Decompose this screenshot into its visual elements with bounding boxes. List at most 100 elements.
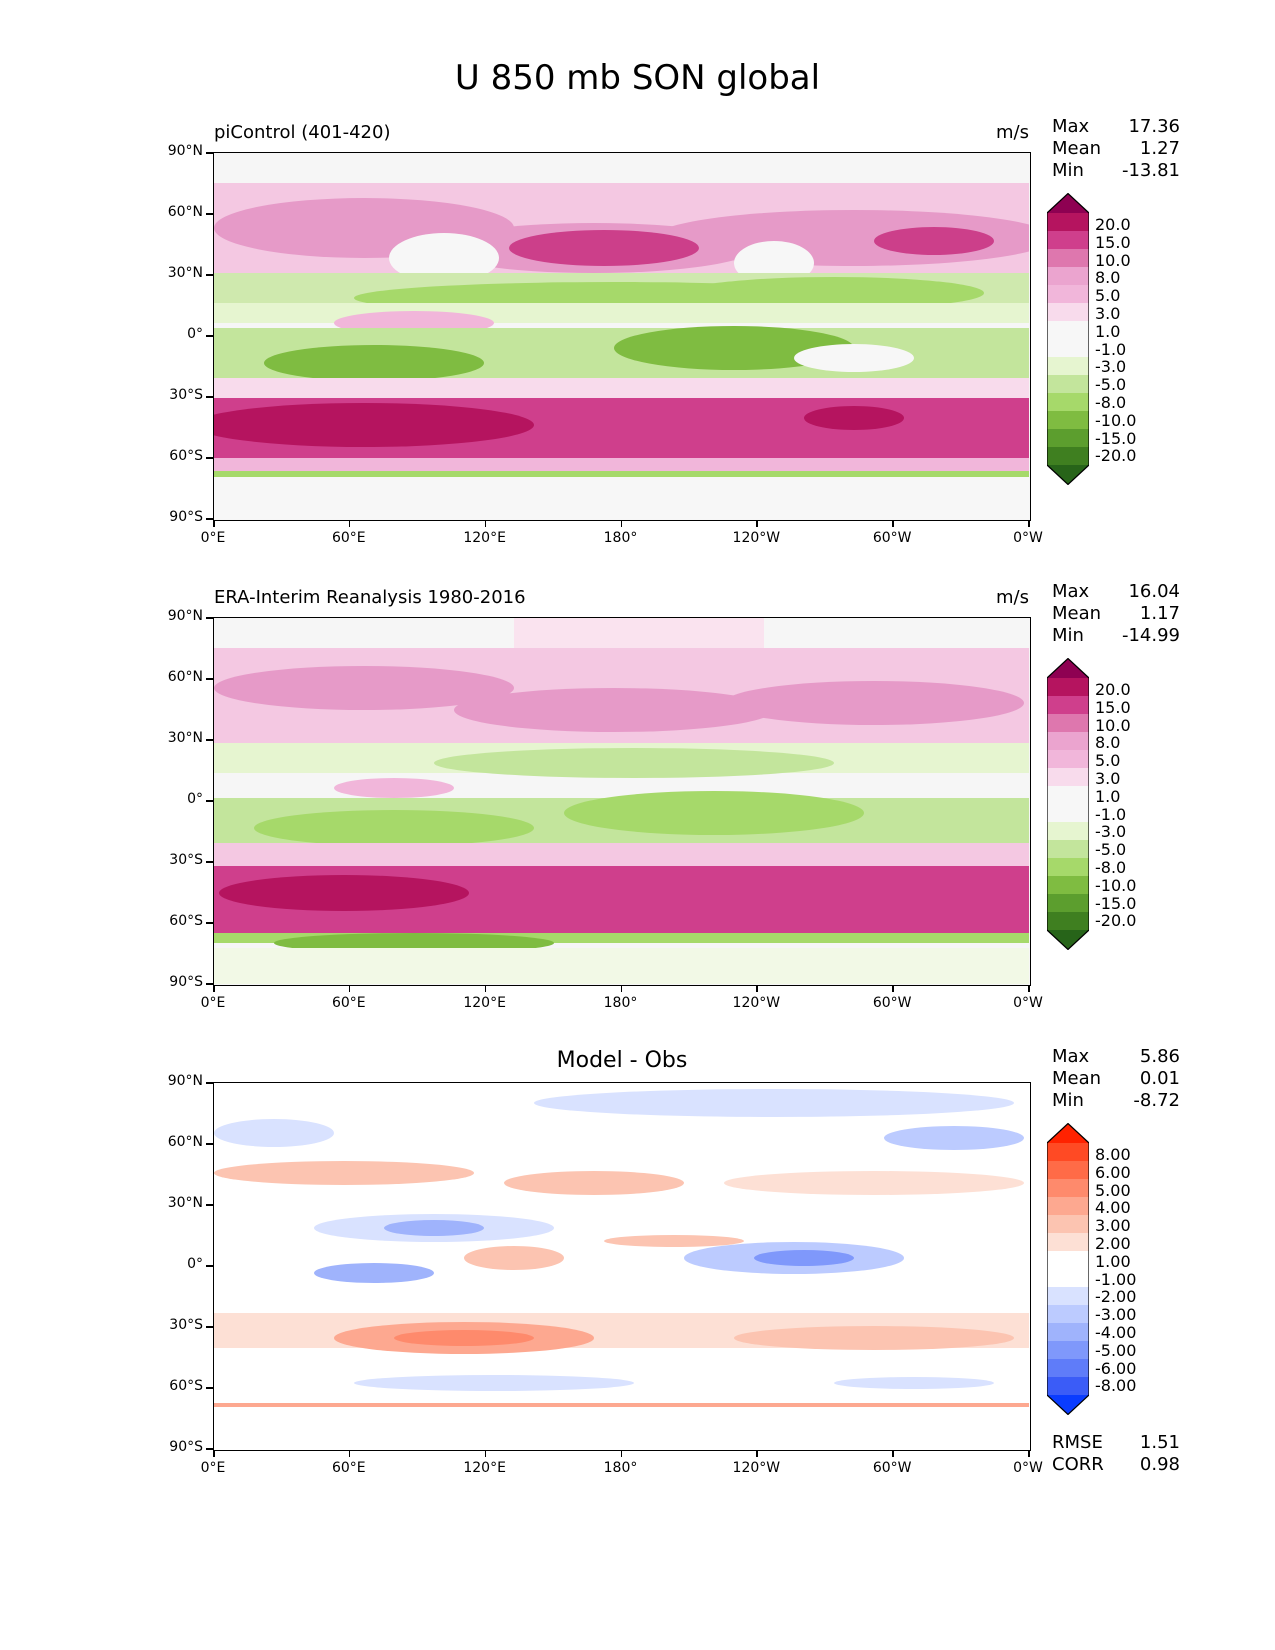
max-label: Max bbox=[1052, 581, 1090, 602]
colorbar-segment bbox=[1047, 658, 1089, 678]
cbar-label: -1.0 bbox=[1095, 804, 1127, 824]
colorbar-segment bbox=[1047, 750, 1089, 769]
lon-tick-mark bbox=[348, 1450, 351, 1457]
lat-tick-mark bbox=[206, 457, 213, 459]
colorbar-segment bbox=[1047, 249, 1089, 268]
colorbar-segment bbox=[1047, 804, 1089, 823]
cbar-label: -5.0 bbox=[1095, 375, 1127, 395]
lon-tick-mark bbox=[620, 1450, 622, 1457]
max-label: Max bbox=[1052, 116, 1090, 137]
lat-tick-label: 30°S bbox=[169, 387, 203, 403]
lon-tick-label: 180° bbox=[603, 1460, 638, 1476]
cbar-label: 10.0 bbox=[1095, 250, 1131, 270]
colorbar-segment bbox=[1047, 447, 1089, 466]
cbar-label: -8.0 bbox=[1095, 392, 1127, 412]
colorbar-segment bbox=[1047, 1341, 1089, 1360]
colorbar-segment bbox=[1047, 1269, 1089, 1288]
cbar-label: -3.0 bbox=[1095, 357, 1127, 377]
cbar-label: 2.00 bbox=[1095, 1233, 1131, 1253]
min-label: Min bbox=[1052, 160, 1084, 181]
colorbar-segment bbox=[1047, 231, 1089, 250]
rmse-value: 1.51 bbox=[1139, 1432, 1180, 1453]
lat-tick-mark bbox=[206, 617, 213, 619]
cbar-label: 5.0 bbox=[1095, 286, 1121, 306]
panel1-field bbox=[214, 153, 1029, 519]
mean-label: Mean bbox=[1052, 603, 1102, 624]
lat-tick-label: 60°N bbox=[167, 1134, 203, 1150]
colorbar-segment bbox=[1047, 714, 1089, 733]
lon-tick-label: 0°W bbox=[1013, 530, 1043, 546]
colorbar-segment bbox=[1047, 1377, 1089, 1396]
colorbar-segment bbox=[1047, 1233, 1089, 1252]
cbar-label: 20.0 bbox=[1095, 215, 1131, 234]
colorbar-segment bbox=[1047, 267, 1089, 286]
lon-tick-mark bbox=[620, 985, 622, 992]
cbar-label: 3.0 bbox=[1095, 768, 1121, 788]
colorbar-segment bbox=[1047, 840, 1089, 859]
lat-tick-mark bbox=[206, 739, 213, 741]
cbar-label: -20.0 bbox=[1095, 911, 1137, 931]
panel1-colorbar-svg bbox=[1046, 192, 1090, 486]
lat-tick-mark bbox=[206, 152, 213, 154]
cbar-label: -10.0 bbox=[1095, 875, 1137, 895]
cbar-label: -3.00 bbox=[1095, 1305, 1137, 1325]
colorbar-segment bbox=[1047, 1161, 1089, 1180]
lat-tick-mark bbox=[206, 678, 213, 680]
lat-tick-label: 30°S bbox=[169, 852, 203, 868]
cbar-label: 1.00 bbox=[1095, 1251, 1131, 1271]
colorbar-segment bbox=[1047, 696, 1089, 715]
cbar-label: 4.00 bbox=[1095, 1198, 1131, 1218]
lat-tick-mark bbox=[206, 800, 213, 802]
cbar-label: -6.00 bbox=[1095, 1358, 1137, 1378]
colorbar-segment bbox=[1047, 1143, 1089, 1162]
mean-label: Mean bbox=[1052, 138, 1102, 159]
colorbar-segment bbox=[1047, 930, 1089, 950]
min-label: Min bbox=[1052, 1090, 1084, 1111]
lon-tick-label: 120°W bbox=[732, 995, 781, 1011]
colorbar-segment bbox=[1047, 768, 1089, 787]
lat-tick-label: 60°N bbox=[167, 669, 203, 685]
colorbar-segment bbox=[1047, 894, 1089, 913]
rmse-label: RMSE bbox=[1052, 1432, 1103, 1453]
lon-tick-label: 120°E bbox=[463, 1460, 506, 1476]
cbar-label: 8.0 bbox=[1095, 733, 1121, 753]
lat-tick-label: 60°S bbox=[169, 1378, 203, 1394]
cbar-label: -4.00 bbox=[1095, 1322, 1137, 1342]
cbar-label: -20.0 bbox=[1095, 446, 1137, 466]
panel3-colorbar-labels: 8.00 6.00 5.00 4.00 3.00 2.00 1.00 -1.00… bbox=[1095, 1146, 1136, 1395]
colorbar-segment bbox=[1047, 1359, 1089, 1378]
lon-tick-mark bbox=[1028, 1450, 1030, 1457]
lon-tick-label: 0°W bbox=[1013, 1460, 1043, 1476]
cbar-label: 8.0 bbox=[1095, 268, 1121, 288]
lat-tick-mark bbox=[206, 1143, 213, 1145]
lat-tick-label: 0° bbox=[187, 791, 203, 807]
lat-tick-label: 30°N bbox=[167, 730, 203, 746]
lat-tick-label: 30°N bbox=[167, 265, 203, 281]
lon-tick-mark bbox=[756, 1450, 758, 1457]
lat-tick-mark bbox=[206, 1387, 213, 1389]
colorbar-segment bbox=[1047, 213, 1089, 232]
panel2-colorbar bbox=[1046, 657, 1090, 954]
colorbar-segment bbox=[1047, 678, 1089, 697]
panel2-label: ERA-Interim Reanalysis 1980-2016 bbox=[214, 587, 526, 608]
colorbar-segment bbox=[1047, 1287, 1089, 1306]
min-value: -8.72 bbox=[1133, 1090, 1180, 1111]
lon-tick-label: 60°W bbox=[872, 995, 912, 1011]
lat-tick-mark bbox=[206, 1448, 213, 1450]
lon-tick-label: 0°E bbox=[200, 530, 226, 546]
lat-tick-label: 60°S bbox=[169, 448, 203, 464]
lat-tick-label: 90°S bbox=[169, 1439, 203, 1455]
lat-tick-mark bbox=[206, 518, 213, 520]
colorbar-segment bbox=[1047, 393, 1089, 412]
colorbar-segment bbox=[1047, 357, 1089, 376]
colorbar-segment bbox=[1047, 786, 1089, 805]
cbar-label: -8.00 bbox=[1095, 1376, 1137, 1396]
panel3-stats: Max 5.86 Mean 0.01 Min -8.72 bbox=[1052, 1046, 1180, 1112]
colorbar-segment bbox=[1047, 876, 1089, 895]
panel1-colorbar-labels: 20.0 15.0 10.0 8.0 5.0 3.0 1.0 -1.0 -3.0… bbox=[1095, 216, 1136, 465]
cbar-label: 15.0 bbox=[1095, 232, 1131, 252]
max-label: Max bbox=[1052, 1046, 1090, 1067]
lat-tick-label: 90°N bbox=[167, 1073, 203, 1089]
lat-tick-label: 90°S bbox=[169, 974, 203, 990]
corr-label: CORR bbox=[1052, 1454, 1104, 1475]
